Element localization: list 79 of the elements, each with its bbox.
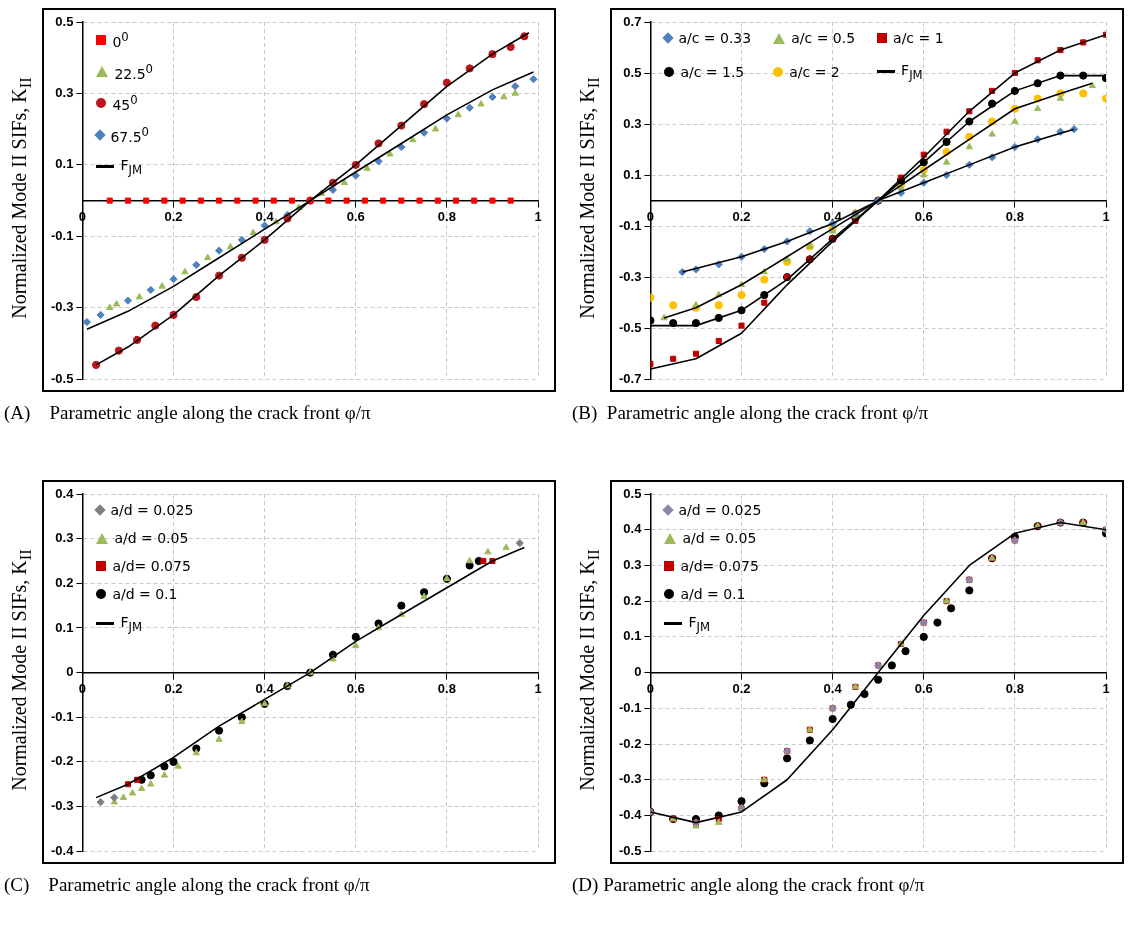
x-tick-label: 0.4 [823, 208, 843, 224]
legend-label: a/d = 0.025 [678, 502, 762, 518]
x-tick-label: 0.4 [255, 208, 275, 224]
y-tick-label: -0.5 [618, 842, 642, 858]
legend-label: F$_{JM}$ [120, 156, 142, 177]
x-tick-label: 0.6 [914, 680, 933, 696]
legend-label: a/c = 1 [893, 30, 944, 46]
y-tick-label: -0.4 [618, 807, 643, 823]
legend-label: a/d = 0.1 [112, 586, 178, 602]
y-tick-label: 0 [634, 664, 642, 680]
legend-label: a/d= 0.075 [680, 558, 759, 574]
x-tick-label: 0.8 [437, 208, 456, 224]
x-tick-label: 0.2 [164, 680, 183, 696]
y-tick-label: 0.5 [55, 13, 74, 29]
x-axis-title: (C) Parametric angle along the crack front φ/π [4, 874, 370, 896]
x-tick-label: 0.2 [732, 680, 751, 696]
legend-label: F$_{JM}$ [688, 614, 710, 634]
x-tick-label: 0.8 [1005, 208, 1024, 224]
legend-label: a/c = 1.5 [680, 63, 745, 80]
x-tick-label: 0.8 [437, 680, 456, 696]
y-tick-label: -0.1 [618, 699, 642, 715]
y-tick-label: 0.3 [623, 557, 642, 573]
legend-label: 0$^{0}$ [112, 30, 129, 50]
x-axis-title: (B) Parametric angle along the crack front φ/π [572, 402, 929, 424]
x-axis-title: (A) Parametric angle along the crack front φ/π [4, 402, 371, 424]
x-tick-label: 0.6 [346, 680, 365, 696]
legend-label: a/d = 0.05 [114, 530, 189, 546]
y-tick-label: 0.2 [623, 592, 642, 608]
legend-label: F$_{JM}$ [120, 614, 142, 634]
legend-label: a/c = 2 [789, 63, 840, 80]
x-tick-label: 1 [534, 680, 542, 696]
y-tick-label: -0.2 [50, 753, 74, 769]
y-tick-label: -0.5 [618, 319, 642, 335]
y-tick-label: -0.1 [50, 227, 74, 243]
legend-label: F$_{JM}$ [901, 62, 923, 82]
y-tick-label: -0.7 [618, 370, 642, 386]
legend-label: a/d = 0.1 [680, 586, 746, 602]
y-tick-label: 0.3 [55, 85, 74, 101]
x-tick-label: 1 [1102, 680, 1110, 696]
y-tick-label: 0.3 [623, 115, 642, 131]
y-tick-label: 0.2 [55, 574, 74, 590]
y-tick-label: 0.5 [623, 64, 642, 80]
y-tick-label: 0.4 [623, 521, 643, 537]
legend-label: 22.5$^{0}$ [114, 61, 153, 82]
y-tick-label: -0.5 [50, 370, 74, 386]
y-tick-label: -0.3 [618, 771, 642, 787]
x-tick-label: 0.2 [164, 208, 183, 224]
y-tick-label: -0.4 [50, 842, 75, 858]
legend-label: a/d= 0.075 [112, 558, 191, 574]
x-tick-label: 0.6 [914, 208, 933, 224]
y-tick-label: -0.2 [618, 735, 642, 751]
legend-label: a/d = 0.05 [682, 530, 757, 546]
y-tick-label: 0.3 [55, 530, 74, 546]
x-tick-label: 0.4 [255, 680, 275, 696]
x-tick-label: 0.2 [732, 208, 751, 224]
x-tick-label: 0.4 [823, 680, 843, 696]
y-tick-label: -0.3 [50, 798, 74, 814]
y-tick-label: 0.5 [623, 485, 642, 501]
y-tick-label: 0.1 [55, 619, 74, 635]
x-tick-label: 1 [534, 208, 542, 224]
y-tick-label: -0.1 [618, 217, 642, 233]
x-tick-label: 1 [1102, 208, 1110, 224]
x-tick-label: 0.6 [346, 208, 365, 224]
legend-label: 67.5$^{0}$ [110, 124, 149, 145]
y-tick-label: 0.1 [623, 628, 642, 644]
y-tick-label: 0.4 [55, 485, 75, 501]
x-axis-title: (D) Parametric angle along the crack front φ/π [572, 874, 925, 896]
y-tick-label: -0.1 [50, 708, 74, 724]
legend-label: a/c = 0.33 [678, 30, 752, 46]
y-tick-label: 0 [66, 664, 74, 680]
legend-label: a/c = 0.5 [791, 30, 856, 46]
y-tick-label: -0.3 [618, 268, 642, 284]
y-tick-label: -0.3 [50, 299, 74, 315]
y-tick-label: 0.1 [623, 166, 642, 182]
x-tick-label: 0.8 [1005, 680, 1024, 696]
y-tick-label: 0.7 [623, 13, 642, 29]
legend-label: 45$^{0}$ [112, 93, 138, 113]
legend-label: a/d = 0.025 [110, 502, 194, 518]
y-tick-label: 0.1 [55, 156, 74, 172]
